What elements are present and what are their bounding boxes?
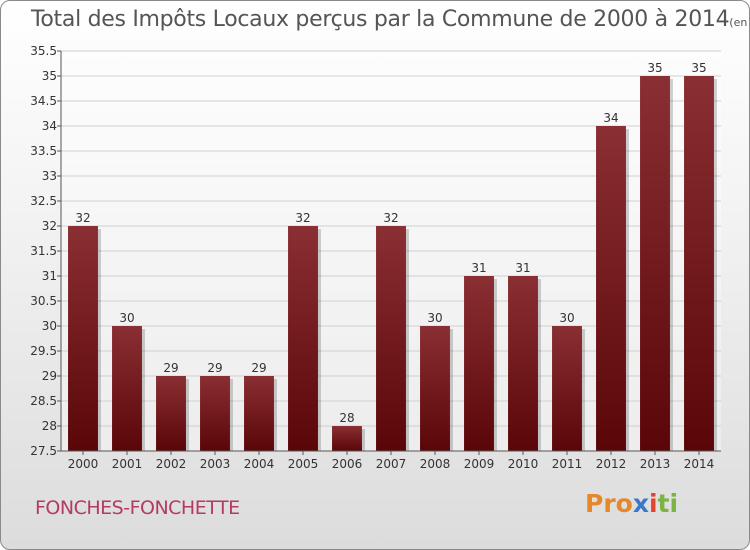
bar-value-label: 32 xyxy=(295,211,310,225)
bar-value-label: 34 xyxy=(603,111,618,125)
y-tick-label: 31.5 xyxy=(30,244,57,258)
bar-value-label: 32 xyxy=(75,211,90,225)
x-axis: 2000 2001 2002 2003 2004 2005 2006 2007 2008 2009… xyxy=(61,450,721,471)
bar xyxy=(288,226,318,451)
bar xyxy=(464,276,494,451)
bar xyxy=(640,76,670,451)
x-tick-label: 2002 xyxy=(156,457,187,471)
bar-value-label: 30 xyxy=(559,311,574,325)
bar xyxy=(420,326,450,451)
chart-title: Total des Impôts Locaux perçus par la Co… xyxy=(31,7,749,32)
x-tick-label: 2001 xyxy=(112,457,143,471)
bar xyxy=(332,426,362,451)
y-tick-label: 32.5 xyxy=(30,194,57,208)
y-tick-label: 34.5 xyxy=(30,94,57,108)
y-tick-label: 29.5 xyxy=(30,344,57,358)
y-tick-label: 33.5 xyxy=(30,144,57,158)
bar-value-label: 29 xyxy=(163,361,178,375)
bar xyxy=(376,226,406,451)
logo-part-2: x xyxy=(632,489,649,518)
x-tick-label: 2013 xyxy=(640,457,671,471)
bar-value-label: 35 xyxy=(647,61,662,75)
bar-value-label: 30 xyxy=(427,311,442,325)
y-tick-label: 35 xyxy=(42,69,57,83)
title-text: Total des Impôts Locaux perçus par la Co… xyxy=(31,7,730,32)
logo-part-1: Pro xyxy=(585,489,633,518)
logo-part-4: ti xyxy=(657,489,679,518)
y-tick-label: 31 xyxy=(42,269,57,283)
bar-value-label: 31 xyxy=(471,261,486,275)
bar-value-label: 30 xyxy=(119,311,134,325)
logo-part-3: i xyxy=(648,489,658,518)
bar xyxy=(68,226,98,451)
bar-value-label: 35 xyxy=(691,61,706,75)
x-tick-label: 2014 xyxy=(684,457,715,471)
proxiti-logo[interactable]: Proxiti xyxy=(585,489,678,518)
x-tick-label: 2006 xyxy=(332,457,363,471)
commune-name: FONCHES-FONCHETTE xyxy=(35,497,240,519)
y-tick-label: 35.5 xyxy=(30,44,57,58)
bar xyxy=(508,276,538,451)
bar xyxy=(112,326,142,451)
x-tick-label: 2000 xyxy=(68,457,99,471)
x-tick-label: 2004 xyxy=(244,457,275,471)
y-tick-label: 34 xyxy=(42,119,57,133)
bar-value-label: 32 xyxy=(383,211,398,225)
y-tick-label: 33 xyxy=(42,169,57,183)
title-unit: (en milliers d'€) xyxy=(729,16,749,29)
bar xyxy=(200,376,230,451)
bar xyxy=(552,326,582,451)
x-tick-label: 2011 xyxy=(552,457,583,471)
bar-value-label: 29 xyxy=(251,361,266,375)
x-tick-label: 2009 xyxy=(464,457,495,471)
y-tick-label: 32 xyxy=(42,219,57,233)
y-axis: 27.5 28 28.5 29 29.5 30 30.5 31 31.5 32 32.5 33 33.5… xyxy=(30,44,62,458)
x-tick-label: 2010 xyxy=(508,457,539,471)
bar xyxy=(156,376,186,451)
bar-value-label: 29 xyxy=(207,361,222,375)
y-tick-label: 29 xyxy=(42,369,57,383)
bars xyxy=(68,76,717,451)
x-tick-label: 2008 xyxy=(420,457,451,471)
bar xyxy=(244,376,274,451)
bar-value-label: 28 xyxy=(339,411,354,425)
y-tick-label: 27.5 xyxy=(30,444,57,458)
bar xyxy=(596,126,626,451)
bar-value-label: 31 xyxy=(515,261,530,275)
x-tick-label: 2005 xyxy=(288,457,319,471)
x-tick-label: 2007 xyxy=(376,457,407,471)
bar xyxy=(684,76,714,451)
y-tick-label: 30.5 xyxy=(30,294,57,308)
x-tick-label: 2003 xyxy=(200,457,231,471)
value-labels: 32 30 29 29 29 32 28 32 30 31 31 30 34 35 35 xyxy=(75,61,706,425)
y-tick-label: 28 xyxy=(42,419,57,433)
y-tick-label: 28.5 xyxy=(30,394,57,408)
y-tick-label: 30 xyxy=(42,319,57,333)
x-tick-label: 2012 xyxy=(596,457,627,471)
